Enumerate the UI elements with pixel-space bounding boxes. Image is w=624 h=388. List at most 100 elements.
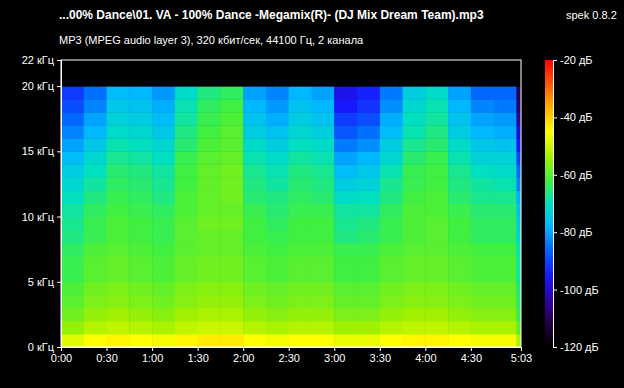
cell: [198, 112, 221, 126]
cell: [380, 217, 403, 231]
cell: [471, 334, 494, 347]
cell: [175, 151, 198, 165]
cell: [266, 112, 289, 126]
cell: [107, 295, 130, 309]
cell: [494, 204, 517, 218]
cell: [471, 321, 494, 335]
cell: [107, 151, 130, 165]
cell: [152, 125, 175, 139]
cell: [107, 256, 130, 270]
cell: [334, 125, 357, 139]
cell: [61, 73, 84, 87]
cell: [311, 295, 334, 309]
cell: [380, 321, 403, 335]
cell: [61, 60, 84, 74]
tick-mark: [152, 347, 153, 351]
cell: [175, 125, 198, 139]
cell: [357, 269, 380, 283]
cell: [516, 86, 521, 100]
cell: [516, 243, 521, 257]
cell: [516, 282, 521, 296]
cell: [152, 190, 175, 204]
cell: [471, 256, 494, 270]
cell: [266, 321, 289, 335]
cell: [129, 190, 152, 204]
cell: [84, 269, 107, 283]
cell: [448, 321, 471, 335]
cell: [243, 269, 266, 283]
tick-mark: [198, 347, 199, 351]
cell: [311, 164, 334, 178]
cell: [471, 138, 494, 152]
cell: [425, 256, 448, 270]
tick-label: -100 дБ: [560, 284, 599, 296]
cell: [107, 269, 130, 283]
cell: [448, 295, 471, 309]
cell: [494, 177, 517, 191]
tick: 10 кГц: [22, 211, 61, 223]
cell: [198, 177, 221, 191]
cell: [471, 60, 494, 74]
cell: [175, 138, 198, 152]
cell: [448, 164, 471, 178]
cell: [471, 217, 494, 231]
cell: [357, 151, 380, 165]
cell: [266, 269, 289, 283]
cell: [220, 217, 243, 231]
cell: [448, 73, 471, 87]
cell: [471, 164, 494, 178]
cell: [84, 164, 107, 178]
cell: [403, 151, 426, 165]
cell: [61, 321, 84, 335]
cell: [494, 86, 517, 100]
cell: [266, 99, 289, 113]
tick-mark: [425, 347, 426, 351]
cell: [380, 164, 403, 178]
cell: [129, 204, 152, 218]
tick: 22 кГц: [22, 54, 61, 66]
cell: [129, 243, 152, 257]
cell: [380, 99, 403, 113]
cell: [175, 204, 198, 218]
cell: [175, 177, 198, 191]
cell: [220, 138, 243, 152]
cell: [334, 243, 357, 257]
cell: [425, 230, 448, 244]
cell: [129, 73, 152, 87]
cell: [243, 60, 266, 74]
cell: [311, 282, 334, 296]
cell: [220, 151, 243, 165]
cell: [357, 282, 380, 296]
cell: [198, 99, 221, 113]
cell: [243, 204, 266, 218]
cell: [380, 230, 403, 244]
cell: [494, 321, 517, 335]
cell: [220, 112, 243, 126]
cell: [448, 282, 471, 296]
cell: [425, 334, 448, 347]
cell: [403, 295, 426, 309]
cell: [220, 230, 243, 244]
cell: [380, 243, 403, 257]
tick-label: 0 кГц: [28, 341, 55, 353]
tick-label: -80 дБ: [560, 226, 593, 238]
cell: [425, 308, 448, 322]
cell: [266, 334, 289, 347]
cell: [61, 217, 84, 231]
cell: [311, 138, 334, 152]
cell: [357, 125, 380, 139]
cell: [357, 99, 380, 113]
cell: [289, 217, 312, 231]
cell: [289, 151, 312, 165]
cell: [516, 138, 521, 152]
cell: [380, 269, 403, 283]
cell: [220, 204, 243, 218]
cell: [311, 204, 334, 218]
cell: [471, 308, 494, 322]
cell: [334, 334, 357, 347]
cell: [107, 217, 130, 231]
cell: [107, 164, 130, 178]
cell: [243, 125, 266, 139]
cell: [220, 125, 243, 139]
axis-line: [554, 61, 558, 348]
